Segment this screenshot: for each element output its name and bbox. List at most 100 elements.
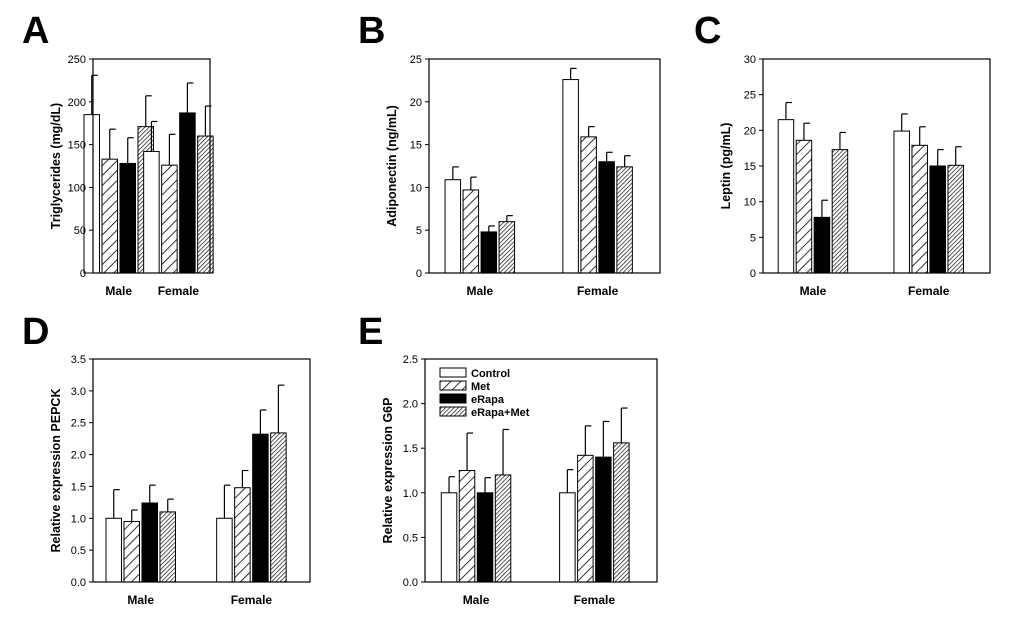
bar-erapa-female: [598, 161, 615, 274]
panel-letter: C: [694, 10, 721, 52]
y-tick-label: 25: [410, 54, 422, 66]
panel-letter: B: [358, 10, 385, 52]
y-axis-title: Triglycerides (mg/dL): [49, 103, 63, 229]
bar-erapa-met-female: [197, 135, 214, 274]
bar-met-male: [123, 520, 140, 583]
bar-erapa-female: [595, 456, 612, 583]
legend-swatch-erapa: [439, 393, 467, 404]
y-tick-label: 1.0: [71, 513, 86, 525]
y-tick-label: 5: [750, 232, 756, 244]
panel-e: E Male Female 0.0 0.5 1.0 1.5 2.0 2.5 Relative ex…: [358, 311, 658, 607]
bar-control-male: [444, 179, 462, 274]
panel-letter: E: [358, 311, 383, 353]
bar-met-male: [458, 470, 476, 583]
bar-control-male: [440, 492, 458, 583]
bar-met-female: [161, 164, 178, 274]
y-tick-label: 0: [416, 268, 422, 280]
y-tick-label: 3.0: [71, 386, 86, 398]
y-axis-title: Relative expression PEPCK: [49, 389, 63, 553]
y-tick-label: 10: [410, 182, 422, 194]
y-tick-label: 0.0: [403, 577, 418, 589]
bar-erapa-male: [119, 162, 136, 274]
bar-control-female: [143, 150, 160, 274]
y-tick-label: 2.0: [403, 399, 418, 411]
y-tick-label: 0.5: [403, 532, 418, 544]
category-label: Female: [908, 284, 950, 298]
bar-erapa-female: [252, 433, 269, 583]
bar-erapa-met-male: [498, 221, 516, 274]
category-label: Male: [466, 284, 493, 298]
y-tick-label: 150: [68, 140, 86, 152]
y-tick-label: 2.0: [71, 450, 86, 462]
bar-control-female: [562, 79, 579, 274]
y-tick-label: 15: [410, 140, 422, 152]
legend-label-met: Met: [471, 381, 490, 393]
bar-met-female: [911, 144, 928, 274]
bar-erapa-male: [813, 216, 831, 274]
legend-swatch-erapa-met: [439, 406, 467, 417]
legend-swatch-met: [439, 380, 467, 391]
bar-erapa-met-female: [947, 164, 964, 274]
bar-control-male: [777, 119, 795, 274]
category-label: Male: [463, 593, 490, 607]
plot-frame: [92, 58, 211, 274]
bar-met-female: [234, 487, 251, 583]
bar-erapa-met-male: [831, 149, 849, 274]
bar-erapa-met-female: [613, 442, 630, 583]
bar-erapa-met-male: [494, 474, 512, 583]
bar-erapa-male: [476, 492, 494, 583]
category-label: Female: [231, 593, 273, 607]
category-label: Male: [127, 593, 154, 607]
category-label: Female: [574, 593, 616, 607]
y-axis-title: Adiponectin (ng/mL): [385, 105, 399, 227]
bar-erapa-female: [179, 112, 196, 274]
bar-met-female: [580, 136, 597, 274]
category-label: Male: [800, 284, 827, 298]
category-label: Female: [158, 284, 200, 298]
bar-erapa-met-female: [616, 166, 633, 274]
bar-control-male: [105, 517, 122, 583]
y-tick-label: 25: [744, 90, 756, 102]
y-axis-title: Relative expression G6P: [381, 398, 395, 544]
bar-met-male: [101, 158, 118, 274]
bar-erapa-male: [141, 502, 158, 583]
category-label: Male: [105, 284, 132, 298]
bar-erapa-female: [929, 165, 946, 274]
panel-letter: D: [22, 311, 49, 353]
panel-d: D Male Female 0.0 0.5 1.0 1.5 2.0 2.5 3.0 3.5 Relat…: [22, 311, 311, 607]
y-tick-label: 100: [68, 182, 86, 194]
category-label: Female: [577, 284, 619, 298]
y-tick-label: 20: [410, 97, 422, 109]
bar-control-male: [83, 114, 100, 274]
panel-b: B Male Female 0 5 10 15 20 25 Adiponectin (ng/mL): [358, 10, 661, 298]
y-tick-label: 3.5: [71, 354, 86, 366]
legend-label-erapa-met: eRapa+Met: [471, 407, 530, 419]
panel-letter: A: [22, 10, 49, 52]
y-tick-label: 2.5: [403, 354, 418, 366]
bar-met-male: [462, 189, 480, 274]
bar-met-male: [795, 139, 813, 274]
bar-control-female: [559, 492, 576, 583]
y-tick-label: 0.5: [71, 545, 86, 557]
y-tick-label: 30: [744, 54, 756, 66]
y-tick-label: 5: [416, 225, 422, 237]
bar-control-female: [216, 517, 233, 583]
y-tick-label: 250: [68, 54, 86, 66]
plot-frame: [428, 58, 661, 274]
bar-control-female: [893, 130, 910, 274]
bar-met-female: [577, 454, 594, 583]
bar-erapa-male: [480, 231, 498, 274]
y-tick-label: 50: [74, 225, 86, 237]
legend-label-control: Control: [471, 368, 510, 380]
y-tick-label: 10: [744, 197, 756, 209]
panel-a: A Male Female 0 50 100 150 200 250 Triglycerides …: [22, 10, 214, 298]
legend-label-erapa: eRapa: [471, 394, 505, 406]
y-tick-label: 1.5: [71, 481, 86, 493]
panel-c: C Male Female 0 5 10 15 20 25 30 Leptin (pg/mL): [694, 10, 991, 298]
y-tick-label: 20: [744, 125, 756, 137]
y-tick-label: 2.5: [71, 418, 86, 430]
y-tick-label: 1.5: [403, 443, 418, 455]
plot-frame: [424, 358, 658, 583]
